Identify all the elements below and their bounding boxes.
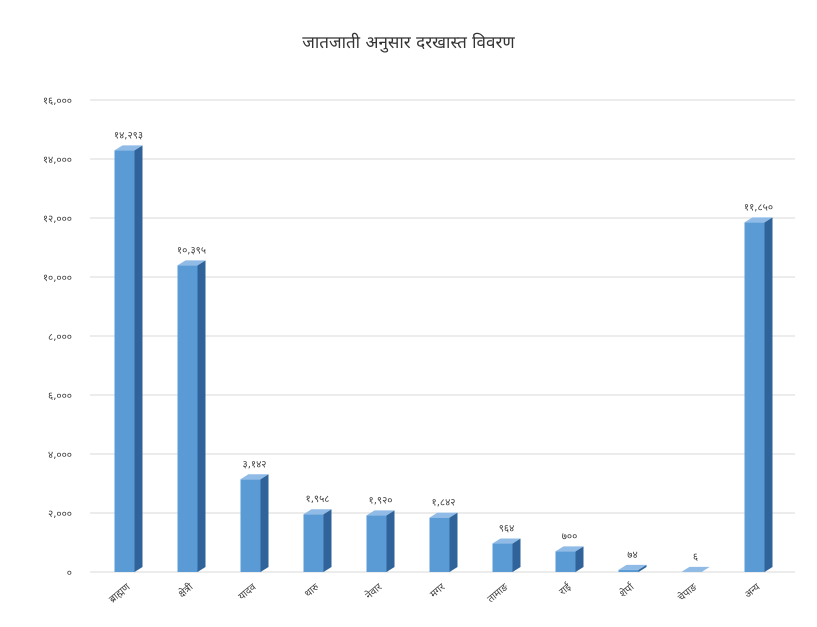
bar-top	[618, 564, 647, 570]
bar-top	[240, 474, 269, 480]
x-tick-label: राई	[557, 580, 574, 597]
data-label: ३,१४२	[243, 459, 267, 470]
y-tick-label: १०,०००	[43, 273, 72, 284]
data-label: १४,२९३	[114, 130, 143, 141]
bar-top	[429, 512, 458, 518]
data-label: ७४	[627, 550, 637, 561]
x-tick-label: यादव	[237, 582, 259, 603]
bar	[744, 222, 765, 573]
y-tick-label: १२,०००	[43, 214, 72, 225]
bar-side	[260, 474, 269, 572]
x-tick-label: ब्राह्मण	[107, 581, 133, 605]
bar	[114, 150, 135, 572]
bar-side	[575, 546, 584, 572]
bar	[366, 515, 387, 572]
bar	[618, 569, 639, 572]
data-label: ९६४	[499, 524, 515, 535]
y-tick-label: १६,०००	[43, 96, 72, 107]
bar-side	[134, 145, 143, 572]
y-tick-label: १४,०००	[43, 155, 72, 166]
bar	[429, 517, 450, 572]
bar	[555, 551, 576, 572]
bar-side	[323, 509, 332, 572]
bar-top	[492, 538, 521, 544]
bar-side	[638, 564, 647, 572]
bar-top	[177, 260, 206, 266]
bar-top	[744, 217, 773, 223]
y-tick-label: ६,०००	[48, 391, 72, 402]
data-label: ६	[693, 552, 698, 563]
bar-side	[197, 260, 206, 572]
bar-side	[449, 512, 458, 572]
chart-title: जातजाती अनुसार दरखास्त विवरण	[302, 33, 515, 53]
data-label: १,९२०	[369, 495, 393, 506]
x-tick-label: मगर	[428, 581, 448, 600]
x-tick-label: क्षेत्री	[176, 581, 196, 600]
x-tick-label: नेवार	[363, 581, 385, 602]
x-tick-label: चेपाङ	[676, 581, 700, 604]
bar	[492, 543, 513, 572]
x-tick-label: शेर्पा	[617, 580, 637, 600]
bar-side	[764, 217, 773, 573]
bar-side	[386, 510, 395, 572]
y-tick-label: ४,०००	[48, 450, 72, 461]
bar	[303, 514, 324, 572]
y-tick-label: २,०००	[48, 509, 72, 520]
y-tick-label: ०	[67, 568, 72, 579]
bar-top	[681, 566, 710, 572]
bar-side	[512, 538, 521, 572]
bar	[240, 479, 261, 572]
x-tick-label: थारु	[303, 581, 322, 600]
x-tick-label: अन्य	[743, 582, 763, 601]
data-label: १,९५८	[306, 494, 330, 505]
bar-top	[303, 509, 332, 515]
bar-top	[366, 510, 395, 516]
x-tick-label: तामाङ	[486, 581, 511, 605]
data-label: ७००	[562, 531, 578, 542]
bar-top	[114, 145, 143, 151]
data-label: १०,३९५	[177, 245, 206, 256]
bar	[177, 265, 198, 572]
y-tick-label: ८,०००	[48, 332, 72, 343]
bar-side	[701, 566, 710, 572]
data-label: ११,८५०	[744, 202, 773, 213]
data-label: १,८४२	[432, 498, 456, 509]
bar-top	[555, 546, 584, 552]
